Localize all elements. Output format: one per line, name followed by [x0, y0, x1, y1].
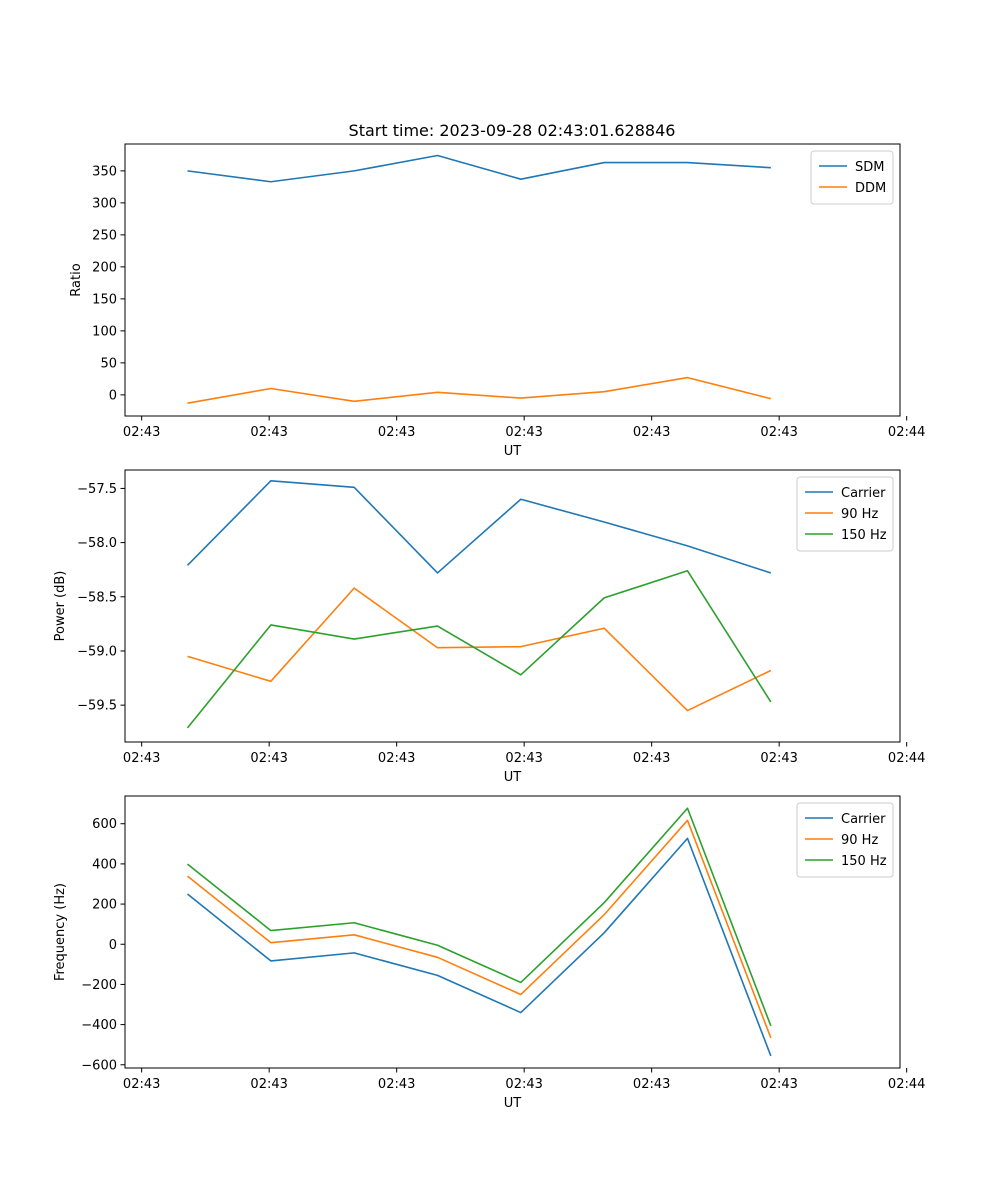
ratio-y-tick-label: 200: [92, 260, 117, 275]
ratio-series-sdm: [187, 154, 771, 183]
frequency-x-tick-label: 02:43: [123, 1077, 160, 1092]
power-x-tick-label: 02:43: [123, 751, 160, 766]
power-x-tick-label: 02:43: [378, 751, 415, 766]
power-series-150-hz: [186, 569, 772, 729]
power-axes-frame: [124, 469, 901, 743]
frequency-chart: 02:43 02:43 02:43 02:43 02:43 02:43 02:44 −600 −…: [53, 795, 925, 1111]
frequency-legend-label-90-hz: 90 Hz: [841, 833, 878, 848]
ratio-x-tick-label: 02:43: [250, 425, 287, 440]
power-chart: 02:43 02:43 02:43 02:43 02:43 02:43 02:44 −59.5…: [53, 469, 925, 785]
power-x-tick-label: 02:43: [505, 751, 542, 766]
figure-title: Start time: 2023-09-28 02:43:01.628846: [349, 121, 676, 140]
frequency-series-150-hz: [187, 807, 772, 1027]
frequency-y-tick-label: −200: [81, 978, 117, 993]
ratio-y-tick-label: 150: [92, 292, 117, 307]
frequency-y-tick-label: 200: [92, 898, 117, 913]
ratio-chart: 02:43 02:43 02:43 02:43 02:43 02:43 02:44 0 50 10…: [69, 143, 925, 459]
frequency-x-tick-label: 02:43: [760, 1077, 797, 1092]
power-x-tick-label: 02:43: [760, 751, 797, 766]
frequency-legend-label-150-hz: 150 Hz: [841, 854, 887, 869]
frequency-legend-label-carrier: Carrier: [841, 812, 886, 827]
ratio-y-tick-label: 50: [100, 356, 117, 371]
ratio-y-tick-label: 300: [92, 196, 117, 211]
power-legend-label-carrier: Carrier: [841, 486, 886, 501]
frequency-legend: [796, 802, 894, 878]
ratio-y-tick-label: 250: [92, 228, 117, 243]
frequency-x-tick-label: 02:44: [888, 1077, 925, 1092]
ratio-x-tick-label: 02:44: [888, 425, 925, 440]
ratio-legend-label-sdm: SDM: [855, 160, 884, 175]
ratio-series-ddm: [187, 376, 772, 404]
frequency-y-tick-label: −400: [81, 1018, 117, 1033]
power-y-tick-label: −57.5: [77, 482, 117, 497]
ratio-y-tick-label: 350: [92, 164, 117, 179]
power-series-carrier: [186, 480, 772, 574]
ratio-y-tick-label: 0: [109, 388, 117, 403]
frequency-y-axis-label: Frequency (Hz): [53, 883, 68, 981]
ratio-x-axis-label: UT: [504, 444, 522, 459]
power-x-axis-label: UT: [504, 770, 522, 785]
ratio-y-tick-label: 100: [92, 324, 117, 339]
frequency-series-carrier: [186, 837, 772, 1057]
ratio-x-tick-label: 02:43: [505, 425, 542, 440]
frequency-series-90-hz: [187, 819, 772, 1039]
power-x-tick-label: 02:44: [888, 751, 925, 766]
ratio-x-tick-label: 02:43: [123, 425, 160, 440]
ratio-x-tick-label: 02:43: [760, 425, 797, 440]
power-legend: [796, 476, 894, 552]
frequency-x-tick-label: 02:43: [505, 1077, 542, 1092]
frequency-y-tick-label: 0: [109, 938, 117, 953]
power-x-tick-label: 02:43: [250, 751, 287, 766]
power-y-tick-label: −58.0: [77, 536, 117, 551]
power-y-axis-label: Power (dB): [53, 571, 68, 642]
ratio-axes-frame: [124, 143, 901, 417]
frequency-y-tick-label: 400: [92, 857, 117, 872]
power-y-tick-label: −58.5: [77, 590, 117, 605]
ratio-legend: [810, 150, 894, 205]
frequency-x-tick-label: 02:43: [378, 1077, 415, 1092]
frequency-y-tick-label: 600: [92, 817, 117, 832]
ratio-x-tick-label: 02:43: [633, 425, 670, 440]
ratio-y-axis-label: Ratio: [69, 263, 84, 296]
power-series-90-hz: [187, 587, 772, 712]
power-y-tick-label: −59.0: [77, 644, 117, 659]
frequency-x-tick-label: 02:43: [250, 1077, 287, 1092]
power-x-tick-label: 02:43: [633, 751, 670, 766]
frequency-x-axis-label: UT: [504, 1096, 522, 1111]
power-y-tick-label: −59.5: [77, 699, 117, 714]
frequency-axes-frame: [124, 795, 901, 1069]
ratio-x-tick-label: 02:43: [378, 425, 415, 440]
power-legend-label-90-hz: 90 Hz: [841, 507, 878, 522]
power-legend-label-150-hz: 150 Hz: [841, 528, 887, 543]
frequency-y-tick-label: −600: [81, 1058, 117, 1073]
frequency-x-tick-label: 02:43: [633, 1077, 670, 1092]
ratio-legend-label-ddm: DDM: [855, 181, 886, 196]
